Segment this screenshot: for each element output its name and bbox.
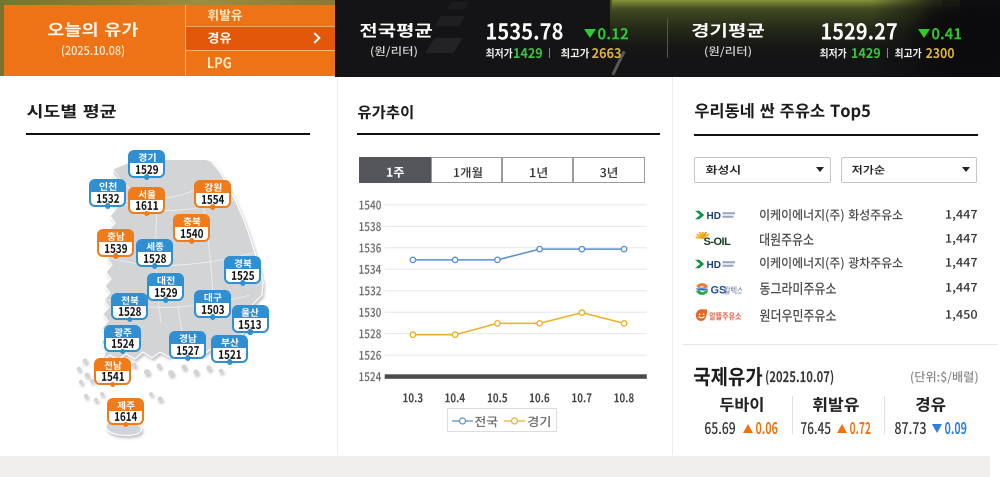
svg-text:HD: HD xyxy=(707,211,721,221)
svg-text:GS: GS xyxy=(711,284,727,296)
svg-text:S-OIL: S-OIL xyxy=(704,236,732,247)
svg-text:HD: HD xyxy=(707,260,721,270)
